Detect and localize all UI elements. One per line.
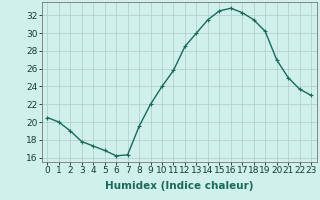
X-axis label: Humidex (Indice chaleur): Humidex (Indice chaleur) <box>105 181 253 191</box>
